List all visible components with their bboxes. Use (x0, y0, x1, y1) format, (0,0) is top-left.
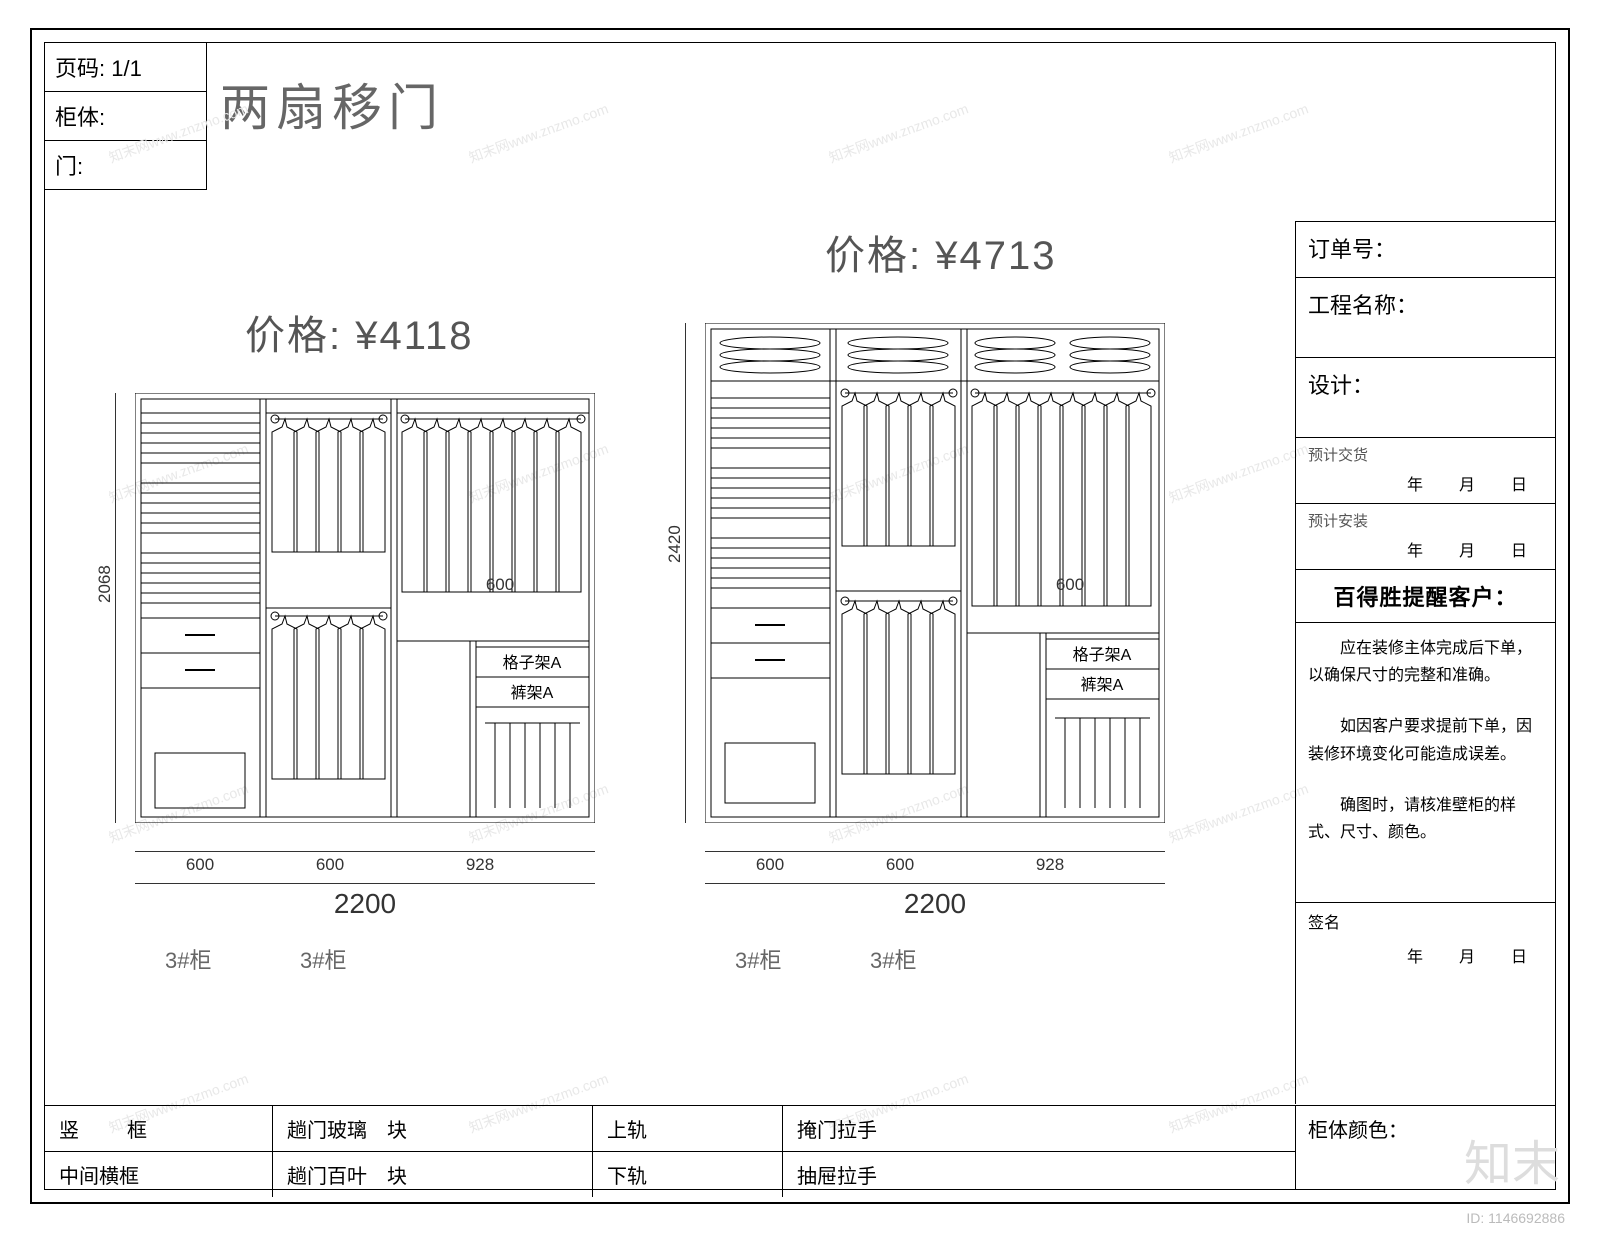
dim-total-left: 2200 (315, 888, 415, 920)
dim-w2-right: 600 (875, 855, 925, 875)
watermark: 知末网www.znzmo.com (1166, 98, 1311, 167)
cabinet-body-label: 柜体: (45, 92, 207, 141)
col-label-2-right: 3#柜 (870, 943, 916, 975)
inner-frame: 页码: 1/1 柜体: 门: 两扇移门 知末网www.znzmo.com 知末网… (44, 42, 1556, 1190)
order-number-field: 订单号： (1296, 222, 1555, 278)
cell-bottom-rail: 下轨 (593, 1152, 783, 1197)
dim-w3-left: 928 (455, 855, 505, 875)
notice-p1: 应在装修主体完成后下单，以确保尺寸的完整和准确。 (1296, 623, 1555, 701)
info-panel: 订单号： 工程名称： 设计： 预计交货 年 月 日 预计安装 年 月 日 百得胜… (1295, 221, 1555, 1104)
col-label-1-left: 3#柜 (165, 943, 211, 975)
install-date: 年 月 日 (1296, 533, 1555, 570)
outer-frame: 页码: 1/1 柜体: 门: 两扇移门 知末网www.znzmo.com 知末网… (30, 28, 1570, 1204)
drawing-area: 价格: ¥4118 价格: ¥4713 (65, 163, 1285, 1089)
price-label: 价格: (825, 234, 922, 278)
dim-line (685, 323, 686, 823)
project-name-field: 工程名称： (1296, 278, 1555, 358)
watermark: 知末网www.znzmo.com (466, 98, 611, 167)
signature-label: 签名 (1296, 903, 1555, 939)
dim-inner-right: 600 (1030, 575, 1110, 595)
dim-height-right: 2420 (665, 525, 685, 563)
watermark-id: ID: 1146692886 (1466, 1210, 1565, 1226)
dim-w1-left: 600 (175, 855, 225, 875)
bottom-table: 竖 框 趟门玻璃 块 上轨 掩门拉手 中间横框 趟门百叶 块 下轨 抽屉拉手 (45, 1105, 1295, 1189)
cabinet-left: 格子架A 裤架A (135, 393, 595, 823)
col-label-1-right: 3#柜 (735, 943, 781, 975)
price-right: 价格: ¥4713 (825, 223, 1056, 281)
price-value: ¥4713 (935, 234, 1056, 278)
dim-line (705, 883, 1165, 884)
install-label: 预计安装 (1296, 504, 1555, 533)
price-value: ¥4118 (355, 314, 473, 358)
dim-line (705, 851, 1165, 852)
drawing-title: 两扇移门 (220, 68, 444, 140)
cell-glass: 趟门玻璃 块 (273, 1106, 593, 1151)
table-row: 中间横框 趟门百叶 块 下轨 抽屉拉手 (45, 1152, 1295, 1197)
dim-w1-right: 600 (745, 855, 795, 875)
dim-line (135, 883, 595, 884)
notice-p2: 如因客户要求提前下单，因装修环境变化可能造成误差。 (1296, 701, 1555, 779)
cabinet-right-svg: 格子架A 裤架A (705, 323, 1165, 823)
dim-w3-right: 928 (1025, 855, 1075, 875)
dim-line (135, 851, 595, 852)
dim-height-left: 2068 (95, 565, 115, 603)
price-label: 价格: (245, 314, 342, 358)
signature-date: 年 月 日 (1296, 939, 1555, 975)
watermark: 知末网www.znzmo.com (826, 98, 971, 167)
notice-p3: 确图时，请核准壁柜的样式、尺寸、颜色。 (1296, 780, 1555, 858)
cell-top-rail: 上轨 (593, 1106, 783, 1151)
cell-drawer-handle: 抽屉拉手 (783, 1152, 973, 1197)
page-number: 页码: 1/1 (45, 43, 207, 92)
cell-louver: 趟门百叶 块 (273, 1152, 593, 1197)
dim-line (115, 393, 116, 823)
cabinet-left-svg: 格子架A 裤架A (135, 393, 595, 823)
grid-label: 格子架A (1073, 646, 1132, 664)
cell-mid-frame: 中间横框 (45, 1152, 273, 1197)
dim-inner-left: 600 (460, 575, 540, 595)
delivery-label: 预计交货 (1296, 438, 1555, 467)
price-left: 价格: ¥4118 (245, 303, 474, 361)
pants-label: 裤架A (511, 684, 554, 702)
cabinet-right: 格子架A 裤架A (705, 323, 1165, 823)
pants-label: 裤架A (1081, 676, 1124, 694)
dim-w2-left: 600 (305, 855, 355, 875)
notice-title: 百得胜提醒客户： (1296, 570, 1555, 623)
delivery-date: 年 月 日 (1296, 467, 1555, 504)
dim-total-right: 2200 (885, 888, 985, 920)
table-row: 竖 框 趟门玻璃 块 上轨 掩门拉手 (45, 1106, 1295, 1152)
watermark-logo: 知末 (1464, 1124, 1560, 1194)
col-label-2-left: 3#柜 (300, 943, 346, 975)
designer-field: 设计： (1296, 358, 1555, 438)
cell-vertical-frame: 竖 框 (45, 1106, 273, 1151)
drawing-sheet: 页码: 1/1 柜体: 门: 两扇移门 知末网www.znzmo.com 知末网… (0, 0, 1600, 1234)
grid-label: 格子架A (503, 654, 562, 672)
cell-door-handle: 掩门拉手 (783, 1106, 973, 1151)
